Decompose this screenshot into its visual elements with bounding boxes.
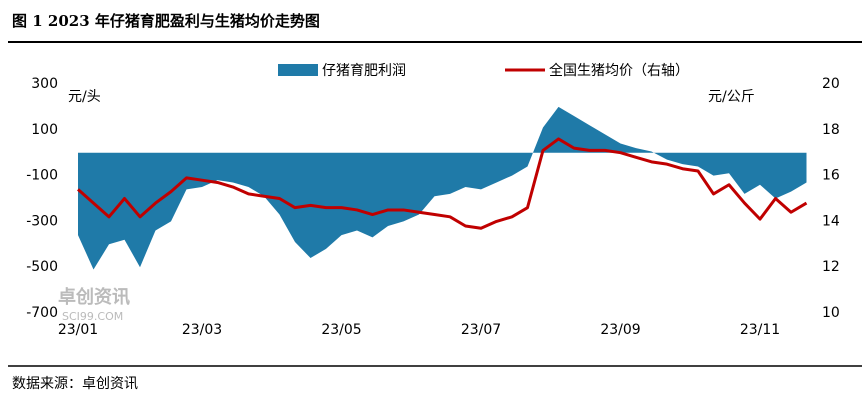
y2-tick-label: 18	[822, 122, 840, 138]
watermark: 卓创资讯	[58, 286, 130, 308]
x-tick-label: 23/01	[58, 322, 98, 338]
y2-tick-label: 10	[822, 305, 840, 321]
price-line	[77, 137, 808, 230]
y2-tick-label: 12	[822, 259, 840, 275]
watermark-url: SCI99.COM	[62, 310, 123, 323]
y-tick-label: -100	[26, 168, 58, 184]
y-tick-label: -500	[26, 259, 58, 275]
x-tick-label: 23/05	[321, 322, 361, 338]
profit-area	[78, 106, 807, 270]
y-axis-label: 元/头	[68, 89, 101, 105]
legend-label: 全国生猪均价（右轴）	[549, 62, 689, 79]
y-tick-label: 100	[31, 122, 58, 138]
legend-label: 仔猪育肥利润	[322, 63, 406, 79]
y2-tick-label: 14	[822, 213, 840, 229]
source: 数据来源：卓创资讯	[12, 376, 138, 392]
y-tick-label: -700	[26, 305, 58, 321]
x-tick-label: 23/03	[182, 322, 222, 338]
x-tick-label: 23/07	[461, 322, 501, 338]
y2-axis-label: 元/公斤	[708, 89, 755, 105]
x-tick-label: 23/09	[600, 322, 640, 338]
y-tick-label: 300	[31, 76, 58, 92]
y-tick-label: -300	[26, 213, 58, 229]
y2-tick-label: 20	[822, 76, 840, 92]
x-tick-label: 23/11	[740, 322, 780, 338]
chart-title: 图 1 2023 年仔猪育肥盈利与生猪均价走势图	[12, 12, 320, 30]
legend-swatch	[278, 64, 318, 76]
y2-tick-label: 16	[822, 168, 840, 184]
